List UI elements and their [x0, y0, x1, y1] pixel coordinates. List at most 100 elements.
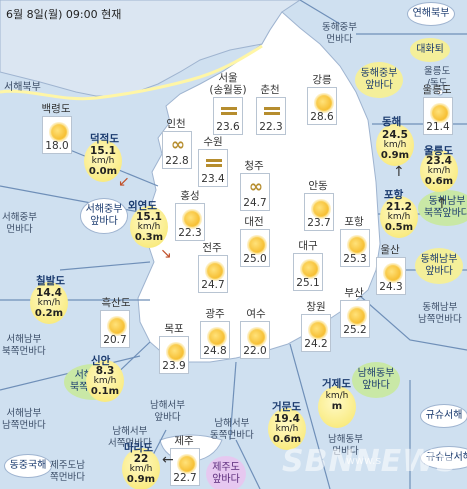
fog-icon: ∞	[170, 135, 186, 155]
wave-height: m	[331, 401, 343, 412]
cloudy-icon	[221, 104, 237, 120]
wind-unit: km/h	[275, 424, 299, 434]
sun-icon	[316, 95, 332, 111]
buoy-wind-badge: 22 km/h 0.9m	[122, 448, 160, 489]
sea-zone-label: 규슈서해	[420, 404, 467, 428]
sun-icon	[310, 322, 326, 338]
city-temperature: 25.3	[343, 253, 367, 265]
city-name: 목포	[164, 323, 184, 335]
dmz-line	[0, 44, 263, 101]
city-temperature: 25.1	[296, 277, 320, 289]
sun-disc	[180, 457, 194, 471]
wind-arrow-icon: ↘	[160, 246, 172, 262]
wind-speed: 19.4	[274, 413, 300, 425]
sea-zone-label: 연해북부	[407, 2, 455, 26]
sea-zone-label: 울릉도/독도	[424, 66, 451, 89]
buoy-wind-badge: 23.4 km/h 0.6m	[420, 150, 458, 192]
city-weather-card: 22.0	[240, 321, 270, 359]
sun-disc	[169, 345, 183, 359]
city-weather-card: 23.4	[198, 149, 228, 187]
cloudy-icon	[264, 104, 280, 120]
city-weather-card: 25.0	[240, 229, 270, 267]
buoy-name: 거제도	[322, 378, 351, 390]
sea-zone-label: 동해중부 먼바다	[322, 22, 357, 45]
city-weather-card: 24.3	[376, 257, 406, 295]
buoy-name: 신안	[91, 355, 111, 367]
wind-arrow-icon: ↑	[393, 164, 405, 180]
city-temperature: 25.2	[343, 324, 367, 336]
city-temperature: 25.0	[243, 253, 267, 265]
wind-unit: km/h	[129, 464, 153, 474]
cloudy-icon	[206, 156, 222, 172]
city-name: 안동	[308, 180, 328, 192]
sun-disc	[250, 238, 264, 252]
city-temperature: 22.3	[259, 121, 283, 133]
city-temperature: 24.8	[203, 345, 227, 357]
buoy-name: 덕적도	[90, 133, 119, 145]
city-name: 수원	[203, 136, 223, 148]
city-temperature: 24.7	[243, 197, 267, 209]
city-weather-card: 23.9	[159, 336, 189, 374]
sea-zone-label: 남해서부 서쪽먼바다	[108, 426, 152, 449]
sun-icon	[51, 124, 67, 140]
city-name: 대전	[244, 216, 264, 228]
wind-speed: 14.4	[36, 287, 62, 299]
buoy-wind-badge: 19.4 km/h 0.6m	[268, 408, 306, 450]
wind-speed: 24.5	[382, 129, 408, 141]
sea-zone-label: 대화퇴	[410, 38, 450, 62]
city-temperature: 28.6	[310, 111, 334, 123]
city-temperature: 20.7	[103, 334, 127, 346]
sun-icon	[349, 308, 365, 324]
wave-height: 0.2m	[34, 308, 64, 319]
buoy-name: 포항	[384, 189, 404, 201]
city-temperature: 22.3	[178, 227, 202, 239]
sun-icon	[302, 261, 318, 277]
sea-zone-label: 서해중부 먼바다	[2, 212, 37, 235]
sun-icon	[249, 329, 265, 345]
sun-icon	[109, 318, 125, 334]
sea-zone-label: 남해서부 동쪽먼바다	[210, 418, 254, 441]
city-temperature: 24.2	[304, 338, 328, 350]
city-name: 여수	[246, 308, 266, 320]
city-weather-card: 23.6	[213, 97, 243, 135]
sun-icon	[385, 265, 401, 281]
city-weather-card: ∞ 22.8	[162, 131, 192, 169]
city-temperature: 23.9	[162, 360, 186, 372]
wind-speed: 15.1	[136, 211, 162, 223]
city-weather-card: 24.2	[301, 314, 331, 352]
sea-zone-label: 서해남부 남쪽먼바다	[2, 408, 46, 431]
city-name: 홍성	[180, 190, 200, 202]
sea-zone-label: 서해남부 북쪽먼바다	[2, 334, 46, 357]
fog-icon: ∞	[248, 177, 264, 197]
sun-icon	[209, 329, 225, 345]
sea-zone-label: 남해동부 앞바다	[352, 362, 400, 398]
city-name: 광주	[205, 308, 225, 320]
city-weather-card: 22.3	[256, 97, 286, 135]
sun-icon	[168, 344, 184, 360]
wind-speed: 22	[133, 453, 149, 465]
wave-height: 0.6m	[272, 434, 302, 445]
city-temperature: 22.0	[243, 345, 267, 357]
buoy-wind-badge: km/h m	[318, 386, 356, 428]
city-name: 백령도	[41, 103, 71, 115]
map-title: 6월 8일(월) 09:00 현재	[6, 8, 122, 21]
wind-speed: 15.1	[90, 145, 116, 157]
city-weather-card: 24.7	[198, 255, 228, 293]
city-temperature: 18.0	[45, 140, 69, 152]
sea-zone-label: 제주도 앞바다	[206, 456, 246, 489]
sun-icon	[313, 201, 329, 217]
sea-zone-label: 남해서부 앞바다	[150, 400, 185, 423]
city-weather-card: 28.6	[307, 87, 337, 125]
sea-zone-label: 동해남부 북쪽앞바다	[418, 190, 467, 226]
city-temperature: 22.7	[173, 472, 197, 484]
ulleungdo-island	[436, 88, 444, 96]
wind-unit: km/h	[387, 212, 411, 222]
wave-height: 0.5m	[384, 222, 414, 233]
wind-unit: km/h	[93, 376, 117, 386]
sun-disc	[386, 266, 400, 280]
buoy-name: 칠발도	[36, 275, 65, 287]
wind-unit: km/h	[325, 391, 349, 401]
city-weather-card: 21.4	[423, 97, 453, 135]
sea-zone-label: 동해중부 앞바다	[355, 62, 403, 98]
sun-disc	[311, 323, 325, 337]
